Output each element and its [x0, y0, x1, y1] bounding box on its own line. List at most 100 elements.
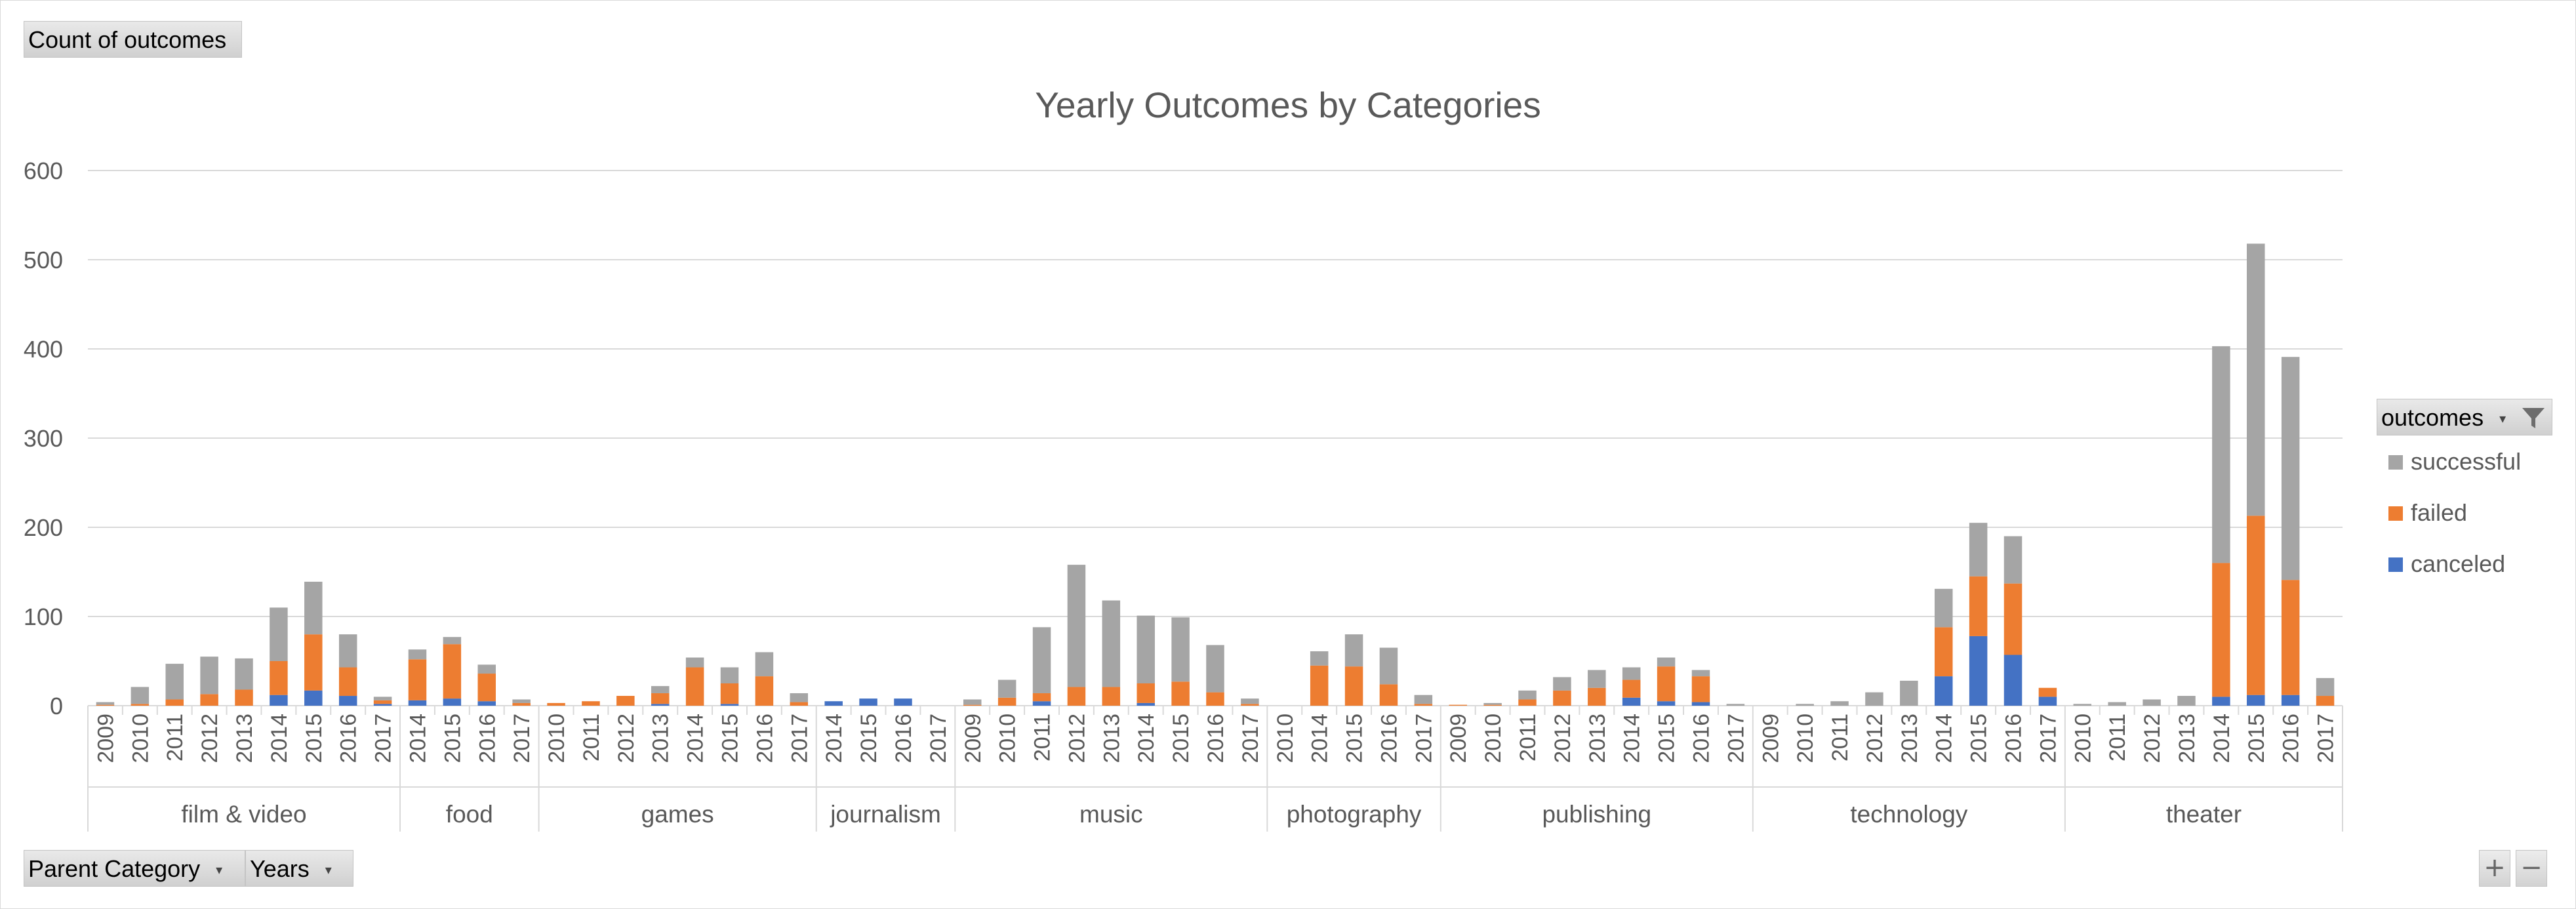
bar-segment-failed: [547, 702, 565, 706]
bar-segment-successful: [1102, 600, 1121, 687]
bar-segment-canceled: [720, 704, 739, 706]
y-tick-label: 100: [24, 603, 63, 630]
row-field-button-years[interactable]: Years ▾: [245, 850, 353, 887]
x-tick-label-year: 2017: [371, 714, 396, 763]
bar-segment-successful: [1067, 565, 1086, 687]
bar-segment-successful: [1865, 692, 1883, 706]
x-tick-label-year: 2015: [2244, 714, 2269, 763]
bar-segment-failed: [1137, 683, 1155, 703]
bar-segment-successful: [1310, 651, 1329, 666]
bar-segment-canceled: [408, 700, 427, 706]
filter-icon: [2522, 408, 2545, 428]
bar-segment-successful: [790, 693, 809, 702]
x-tick-label-year: 2017: [2314, 714, 2339, 763]
x-tick-label-year: 2012: [1862, 714, 1887, 763]
x-tick-label-year: 2015: [1342, 714, 1367, 763]
y-tick-label: 400: [24, 336, 63, 363]
bar-segment-failed: [512, 702, 531, 706]
bar-segment-failed: [1657, 666, 1676, 702]
bar-segment-canceled: [338, 696, 357, 706]
bar-segment-canceled: [2281, 695, 2300, 706]
x-tick-label-year: 2010: [544, 714, 569, 763]
bar-segment-failed: [2281, 580, 2300, 695]
x-tick-label-year: 2013: [2175, 714, 2200, 763]
x-tick-label-year: 2014: [267, 714, 292, 763]
bar-segment-failed: [616, 696, 635, 706]
legend-swatch: [2388, 506, 2403, 521]
legend-label: successful: [2411, 448, 2522, 475]
x-tick-label-year: 2014: [2209, 714, 2234, 763]
values-field-button[interactable]: Count of outcomes: [24, 21, 242, 58]
minus-icon: −: [2520, 853, 2543, 883]
bar-segment-failed: [1414, 704, 1433, 706]
bar-segment-successful: [1518, 690, 1537, 700]
bar-segment-successful: [1241, 698, 1259, 704]
bar-segment-failed: [685, 667, 704, 706]
bar-segment-failed: [2316, 696, 2335, 706]
bar-segment-failed: [963, 704, 982, 706]
legend-field-label: outcomes: [2381, 404, 2484, 431]
x-tick-label-year: 2014: [405, 714, 430, 763]
bar-segment-successful: [2247, 243, 2265, 516]
bar-segment-successful: [2316, 677, 2335, 697]
x-tick-label-year: 2009: [1446, 714, 1471, 763]
bar-segment-failed: [1067, 687, 1086, 706]
bar-segment-successful: [1900, 680, 1918, 706]
x-tick-label-year: 2011: [2105, 714, 2130, 761]
x-tick-label-year: 2016: [475, 714, 500, 763]
x-tick-label-year: 2010: [1273, 714, 1298, 763]
dropdown-arrow-icon: ▾: [2499, 412, 2506, 427]
bar-segment-successful: [2177, 696, 2196, 706]
bar-segment-successful: [2108, 702, 2126, 706]
row-field-button-parent-category[interactable]: Parent Category ▾: [24, 850, 245, 887]
bar-segment-successful: [477, 664, 496, 674]
bar-segment-successful: [304, 581, 323, 635]
bar-segment-canceled: [1934, 676, 1953, 706]
bar-segment-successful: [720, 667, 739, 683]
x-tick-label-year: 2017: [1238, 714, 1263, 763]
bar-segment-successful: [1032, 627, 1051, 693]
x-tick-label-year: 2014: [1308, 714, 1333, 763]
bar-segment-canceled: [270, 695, 288, 706]
bar-segment-successful: [1830, 701, 1849, 706]
bar-segment-canceled: [1657, 701, 1676, 706]
x-tick-label-year: 2016: [1377, 714, 1401, 763]
legend-field-button[interactable]: outcomes ▾: [2377, 399, 2552, 435]
bar-segment-canceled: [304, 690, 323, 706]
bar-segment-successful: [2003, 536, 2023, 584]
x-tick-label-year: 2016: [336, 714, 361, 763]
dropdown-arrow-icon: ▾: [325, 863, 332, 878]
expand-field-button[interactable]: +: [2479, 850, 2510, 887]
x-tick-label-year: 2009: [93, 714, 118, 763]
bar-segment-canceled: [859, 698, 877, 706]
bar-segment-successful: [1969, 523, 1988, 576]
x-tick-label-year: 2013: [232, 714, 257, 763]
legend-label: canceled: [2411, 550, 2506, 577]
x-tick-label-year: 2016: [1689, 714, 1714, 763]
bar-segment-failed: [1310, 665, 1329, 706]
bar-segment-canceled: [2247, 695, 2265, 706]
x-group-label: film & video: [181, 801, 306, 828]
bar-segment-canceled: [2212, 697, 2230, 706]
x-tick-label-year: 2015: [856, 714, 881, 763]
bar-segment-failed: [2247, 515, 2265, 695]
values-field-label: Count of outcomes: [28, 26, 227, 53]
bar-segment-canceled: [1969, 636, 1988, 706]
bar-segment-successful: [1206, 645, 1224, 693]
x-tick-label-year: 2017: [510, 714, 534, 763]
bar-segment-successful: [1344, 634, 1363, 667]
x-tick-label-year: 2010: [996, 714, 1020, 763]
bar-segment-failed: [1588, 687, 1606, 706]
bar-segment-failed: [165, 699, 184, 706]
bar-segment-failed: [790, 702, 809, 706]
collapse-field-button[interactable]: −: [2516, 850, 2547, 887]
dropdown-arrow-icon: ▾: [216, 863, 223, 878]
bar-segment-failed: [1518, 699, 1537, 706]
x-tick-label-year: 2011: [1828, 714, 1853, 761]
bar-segment-successful: [2281, 357, 2300, 580]
bar-segment-successful: [1137, 615, 1155, 683]
bar-segment-successful: [1796, 704, 1814, 706]
bar-segment-successful: [1379, 647, 1398, 685]
bar-segment-canceled: [894, 698, 912, 706]
